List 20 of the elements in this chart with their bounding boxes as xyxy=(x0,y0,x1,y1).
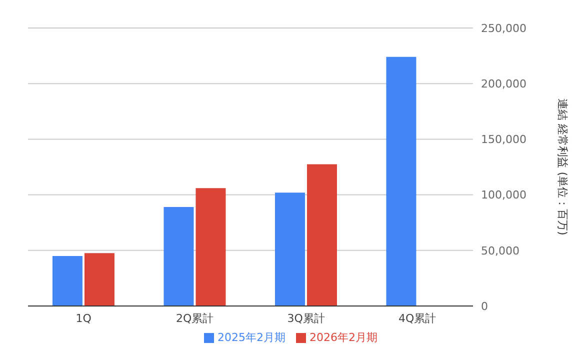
bar xyxy=(196,188,226,306)
x-tick-label: 2Q累計 xyxy=(176,312,214,325)
x-tick-label: 3Q累計 xyxy=(287,312,325,325)
y-tick-label: 200,000 xyxy=(481,78,526,91)
x-tick-label: 1Q xyxy=(76,312,92,325)
bar xyxy=(164,207,194,306)
y-tick-label: 250,000 xyxy=(481,22,526,35)
y-tick-label: 0 xyxy=(481,300,488,313)
bar xyxy=(52,256,82,306)
y-tick-label: 100,000 xyxy=(481,188,526,202)
y-axis-title: 連結 経常利益 (単位：百万) xyxy=(556,98,570,236)
bar xyxy=(306,164,337,306)
y-tick-label: 50,000 xyxy=(481,244,520,258)
bar xyxy=(386,56,416,306)
y-tick-label: 150,000 xyxy=(481,133,526,146)
bar xyxy=(274,192,305,306)
legend-label: 2025年2月期 xyxy=(218,331,286,344)
legend-label: 2026年2月期 xyxy=(310,331,378,344)
bar xyxy=(84,253,114,306)
x-tick-label: 4Q累計 xyxy=(398,312,436,325)
